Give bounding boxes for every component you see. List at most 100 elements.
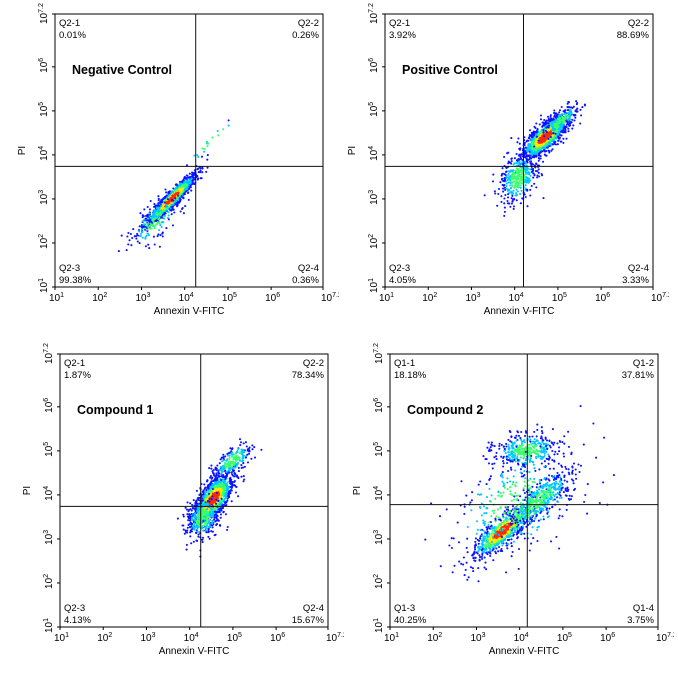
event-point xyxy=(212,483,215,486)
event-point xyxy=(544,129,547,132)
x-tick-label: 105 xyxy=(222,292,237,304)
event-point xyxy=(207,492,211,495)
event-point xyxy=(148,215,151,218)
event-point xyxy=(536,170,539,173)
event-point xyxy=(537,159,540,162)
event-point xyxy=(528,148,531,152)
event-point xyxy=(533,151,536,154)
event-point xyxy=(545,126,548,129)
event-point xyxy=(559,140,562,143)
event-point xyxy=(531,136,534,139)
event-point xyxy=(161,232,164,235)
event-point xyxy=(215,502,218,505)
event-point xyxy=(517,157,520,161)
event-point xyxy=(230,486,233,490)
event-point xyxy=(519,184,522,187)
event-point xyxy=(553,114,556,117)
event-point xyxy=(564,129,567,132)
event-point xyxy=(188,172,191,175)
event-point xyxy=(217,492,221,496)
x-tick-label: 105 xyxy=(552,292,567,304)
event-point xyxy=(562,126,565,129)
event-point xyxy=(228,480,231,483)
panel-title: Positive Control xyxy=(402,63,498,77)
x-tick-label: 106 xyxy=(595,292,610,304)
event-point xyxy=(526,139,529,142)
event-point xyxy=(503,183,506,187)
event-point xyxy=(520,162,523,165)
event-point xyxy=(178,186,182,189)
event-point xyxy=(544,143,547,146)
event-point xyxy=(546,119,550,122)
event-point xyxy=(539,114,543,117)
event-point xyxy=(516,177,519,180)
event-point xyxy=(208,513,212,516)
event-point xyxy=(554,125,557,128)
event-point xyxy=(552,132,555,135)
event-point xyxy=(527,155,530,158)
y-tick-label: 105 xyxy=(368,102,380,117)
event-point xyxy=(161,221,164,224)
x-tick-label: 103 xyxy=(135,292,150,304)
event-point xyxy=(171,224,175,227)
y-tick-label: 103 xyxy=(368,190,380,205)
event-point xyxy=(533,125,536,128)
event-point xyxy=(579,122,582,125)
event-point xyxy=(493,190,496,193)
event-point xyxy=(221,492,224,495)
event-point xyxy=(186,174,189,177)
event-point xyxy=(553,122,556,125)
event-point xyxy=(543,135,546,138)
event-point xyxy=(517,181,520,184)
x-tick-label: 102 xyxy=(422,292,437,304)
y-tick-label: 102 xyxy=(38,234,50,249)
event-point xyxy=(530,168,533,171)
event-point xyxy=(167,211,170,214)
event-point xyxy=(530,184,533,188)
event-point xyxy=(503,206,506,209)
event-point xyxy=(513,186,516,189)
event-point xyxy=(182,193,185,196)
event-point xyxy=(227,491,230,494)
event-point xyxy=(222,499,225,502)
event-point xyxy=(557,125,560,128)
event-point xyxy=(557,133,560,136)
event-point xyxy=(243,478,246,481)
event-point xyxy=(536,128,539,131)
event-point xyxy=(564,114,567,117)
event-point xyxy=(511,200,514,203)
x-tick-label: 101 xyxy=(379,292,394,304)
event-point xyxy=(194,519,197,523)
event-point xyxy=(176,186,179,189)
event-point xyxy=(210,489,213,493)
event-point xyxy=(183,186,186,189)
event-point xyxy=(203,487,206,490)
event-point xyxy=(560,134,563,137)
event-point xyxy=(167,192,170,195)
event-point xyxy=(530,163,533,167)
event-point xyxy=(526,179,529,182)
event-point xyxy=(156,235,159,238)
event-point xyxy=(176,517,179,520)
event-point xyxy=(207,485,210,488)
event-point xyxy=(192,540,195,543)
event-point xyxy=(583,104,587,107)
event-point xyxy=(162,215,165,218)
events-layer xyxy=(483,100,587,217)
event-point xyxy=(562,137,565,140)
event-point xyxy=(216,485,220,488)
event-point xyxy=(528,129,532,132)
event-point xyxy=(543,118,546,122)
event-point xyxy=(211,502,214,505)
event-point xyxy=(184,190,187,193)
event-point xyxy=(518,153,521,156)
event-point xyxy=(207,518,210,521)
event-point xyxy=(550,117,553,120)
event-point xyxy=(538,154,541,157)
event-point xyxy=(160,210,163,213)
event-point xyxy=(158,229,161,232)
event-point xyxy=(158,204,161,207)
event-point xyxy=(536,176,539,179)
event-point xyxy=(143,208,146,211)
event-point xyxy=(206,145,209,148)
